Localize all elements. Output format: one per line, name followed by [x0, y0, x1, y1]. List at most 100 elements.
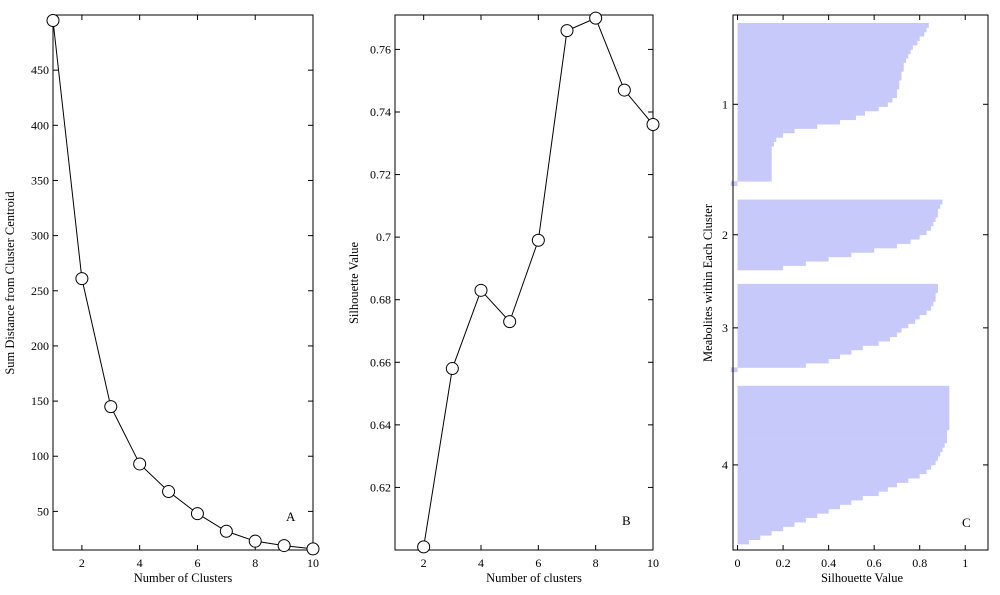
panel-b-y-tick-label: 0.72: [370, 168, 391, 182]
panel-c-silhouette-bar: [737, 283, 938, 289]
panel-c-silhouette-bar: [737, 442, 945, 448]
panel-a-series: [46, 14, 320, 556]
panel-c-silhouette-bar: [737, 469, 927, 475]
panel-c-silhouette-bar: [737, 358, 829, 364]
panel-c-silhouette-bar: [737, 102, 888, 107]
panel-a-y-ticks: 50 100 150 200 250 300 350 400 450: [31, 63, 313, 518]
panel-c-silhouette-bar: [737, 327, 902, 333]
panel-b-y-tick-label: 0.68: [370, 293, 391, 307]
panel-c-silhouette-bar: [737, 84, 900, 90]
panel-b-y-tick-label: 0.62: [370, 480, 391, 494]
panel-c-silhouette-bar: [737, 243, 897, 249]
panel-c-silhouette-bar: [737, 354, 841, 360]
panel-c-silhouette-bar: [737, 407, 950, 413]
panel-b-x-tick-label: 8: [593, 556, 599, 570]
panel-b-data-point: [531, 233, 545, 247]
panel-a-data-point: [248, 534, 262, 548]
panel-c-silhouette-bar: [737, 71, 902, 77]
panel-b-x-tick-label: 10: [647, 556, 659, 570]
panel-c-silhouette-bar: [737, 239, 911, 244]
panel-a-data-point: [219, 524, 233, 538]
panel-c-silhouette-bar: [737, 75, 902, 81]
panel-c-silhouette-bar: [737, 97, 893, 103]
panel-a-x-tick-label: 6: [194, 556, 200, 570]
panel-b-x-tick-label: 6: [535, 556, 541, 570]
panel-c-y-tick-label: 3: [722, 321, 728, 335]
panel-c-silhouette-bar: [737, 500, 852, 505]
panel-a-letter: A: [286, 509, 296, 524]
panel-c-bars: [730, 23, 950, 545]
panel-c-silhouette-bar: [737, 106, 879, 112]
panel-a-data-point: [190, 507, 204, 521]
panel-c-silhouette-bar: [737, 115, 856, 121]
panel-c-silhouette-bar: [730, 367, 738, 373]
panel-c-silhouette-bar: [737, 535, 761, 541]
panel-c-silhouette-bar: [737, 49, 911, 55]
panel-c-silhouette-bar: [737, 288, 938, 294]
panel-a-y-tick-label: 50: [37, 504, 49, 518]
panel-c-silhouette-bar: [737, 66, 904, 72]
panel-c-silhouette-bar: [737, 508, 829, 514]
panel-b-data-point: [417, 540, 431, 554]
panel-b-data-point: [445, 362, 459, 376]
panel-a-x-tick-label: 8: [252, 556, 258, 570]
panel-a-y-tick-label: 300: [31, 229, 49, 243]
panel-c-silhouette-bar: [737, 539, 749, 545]
panel-c-silhouette-bar: [737, 390, 950, 395]
panel-c-silhouette-bar: [737, 225, 932, 231]
panel-b-y-ticks: 0.62 0.64 0.66 0.68 0.7 0.72 0.74 0.76: [370, 42, 653, 494]
panel-b-data-point: [503, 315, 517, 329]
panel-c-silhouette-bar: [737, 247, 875, 253]
panel-c-silhouette-bar: [737, 456, 938, 461]
panel-c-silhouette-bar: [737, 53, 909, 59]
panel-b-data-point: [646, 118, 660, 132]
panel-c-silhouette-bar: [737, 416, 950, 422]
panel-c-silhouette-bar: [737, 473, 920, 479]
panel-c-silhouette-bar: [737, 412, 950, 417]
panel-c-silhouette-bar: [737, 345, 863, 351]
panel-c-silhouette-bar: [737, 403, 950, 409]
panel-a-y-tick-label: 150: [31, 394, 49, 408]
panel-c-silhouette-bar: [737, 305, 932, 311]
panel-c-x-tick-label: 0.6: [867, 556, 882, 570]
panel-c-silhouette-bar: [737, 176, 772, 182]
panel-c-silhouette-bar: [737, 530, 772, 536]
panel-c-silhouette-bar: [737, 451, 941, 457]
panel-c-silhouette-bar: [737, 425, 950, 431]
panel-c-y-tick-label: 2: [722, 228, 728, 242]
panel-b-x-ticks: 2 4 6 8 10: [421, 15, 659, 570]
panel-c-silhouette-bar: [737, 478, 909, 483]
panel-c-silhouette-bar: [737, 58, 907, 63]
panel-c-y-tick-label: 1: [722, 97, 728, 111]
panel-c-silhouette-bar: [737, 132, 784, 138]
panel-c-silhouette-bar: [737, 23, 929, 28]
panel-b-data-point: [560, 24, 574, 38]
panel-c-silhouette-bar: [737, 261, 806, 266]
panel-a-data-point: [133, 457, 147, 471]
panel-c: 0 0.2 0.4 0.6 0.8 1 1 2 3 4 C Silhouette Value M…: [701, 14, 989, 585]
panel-c-silhouette-bar: [737, 310, 927, 316]
panel-c-silhouette-bar: [737, 141, 774, 147]
panel-c-silhouette-bar: [737, 212, 938, 218]
panel-c-silhouette-bar: [737, 336, 891, 342]
panel-a-x-axis-label: Number of Clusters: [134, 571, 233, 585]
panel-c-silhouette-bar: [737, 203, 941, 209]
panel-a-y-tick-label: 250: [31, 284, 49, 298]
panel-c-silhouette-bar: [737, 398, 950, 404]
panel-c-silhouette-bar: [737, 513, 818, 519]
panel-a: 2 4 6 8 10 50 100 150 200 250 300 350 400 450 A Numb…: [3, 14, 320, 585]
panel-b-x-tick-label: 2: [421, 556, 427, 570]
panel-c-silhouette-bar: [737, 36, 920, 41]
panel-c-silhouette-bar: [737, 62, 904, 68]
panel-c-silhouette-bar: [737, 31, 925, 37]
panel-c-silhouette-bar: [737, 172, 772, 178]
panel-c-silhouette-bar: [737, 256, 829, 262]
panel-c-silhouette-bar: [737, 363, 806, 368]
panel-a-y-axis-label: Sum Distance from Cluster Centroid: [3, 191, 17, 375]
panel-c-silhouette-bar: [737, 504, 841, 510]
panel-c-silhouette-bar: [737, 217, 936, 222]
panel-b-y-axis-label: Silhouette Value: [347, 242, 361, 325]
panel-c-silhouette-bar: [737, 429, 948, 435]
panel-b-y-tick-label: 0.64: [370, 418, 391, 432]
